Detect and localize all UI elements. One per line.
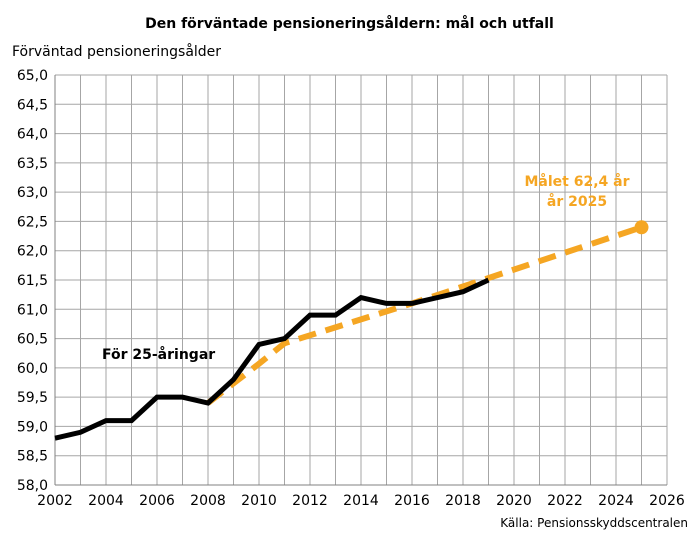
- chart-title: Den förväntade pensioneringsåldern: mål …: [145, 16, 554, 32]
- y-tick-label: 59,0: [17, 419, 48, 435]
- x-tick-label: 2020: [496, 493, 532, 509]
- grid-lines: [54, 74, 668, 486]
- target-annotation-line1: Målet 62,4 år: [524, 173, 629, 190]
- x-tick-label: 2012: [292, 493, 328, 509]
- x-tick-label: 2024: [598, 493, 634, 509]
- x-tick-label: 2014: [343, 493, 379, 509]
- x-tick-label: 2022: [547, 493, 583, 509]
- y-axis-label: Förväntad pensioneringsålder: [12, 44, 222, 60]
- x-tick-label: 2016: [394, 493, 430, 509]
- y-tick-label: 63,0: [17, 185, 48, 201]
- y-tick-label: 61,5: [17, 273, 48, 289]
- y-tick-labels: 58,0 58,5 59,0 59,5 60,0 60,5 61,0 61,5 62,0 62,5…: [17, 68, 48, 494]
- series-lines: [54, 220, 649, 441]
- y-tick-label: 59,5: [17, 390, 48, 406]
- age-group-annotation: För 25-åringar: [102, 346, 215, 363]
- y-tick-label: 58,0: [17, 478, 48, 494]
- y-tick-label: 64,0: [17, 127, 48, 143]
- x-tick-label: 2010: [241, 493, 277, 509]
- y-tick-label: 62,0: [17, 244, 48, 260]
- x-tick-label: 2026: [649, 493, 685, 509]
- x-tick-label: 2006: [139, 493, 175, 509]
- x-tick-label: 2004: [88, 493, 124, 509]
- y-tick-label: 65,0: [17, 68, 48, 84]
- target-point-marker: [634, 220, 649, 235]
- y-tick-label: 58,5: [17, 449, 48, 465]
- x-tick-labels: 2002 2004 2006 2008 2010 2012 2014 2016 2018 2020…: [37, 493, 685, 509]
- y-tick-label: 61,0: [17, 302, 48, 318]
- y-tick-label: 62,5: [17, 214, 48, 230]
- y-tick-label: 64,5: [17, 97, 48, 113]
- target-annotation-line2: år 2025: [547, 193, 607, 210]
- x-tick-label: 2018: [445, 493, 481, 509]
- source-note: Källa: Pensionsskyddscentralen: [500, 516, 688, 530]
- y-tick-label: 60,5: [17, 332, 48, 348]
- x-tick-label: 2002: [37, 493, 73, 509]
- actual-outcome-line: [54, 277, 490, 441]
- y-tick-label: 63,5: [17, 156, 48, 172]
- x-tick-label: 2008: [190, 493, 226, 509]
- target-trend-line: [206, 224, 643, 406]
- y-tick-label: 60,0: [17, 361, 48, 377]
